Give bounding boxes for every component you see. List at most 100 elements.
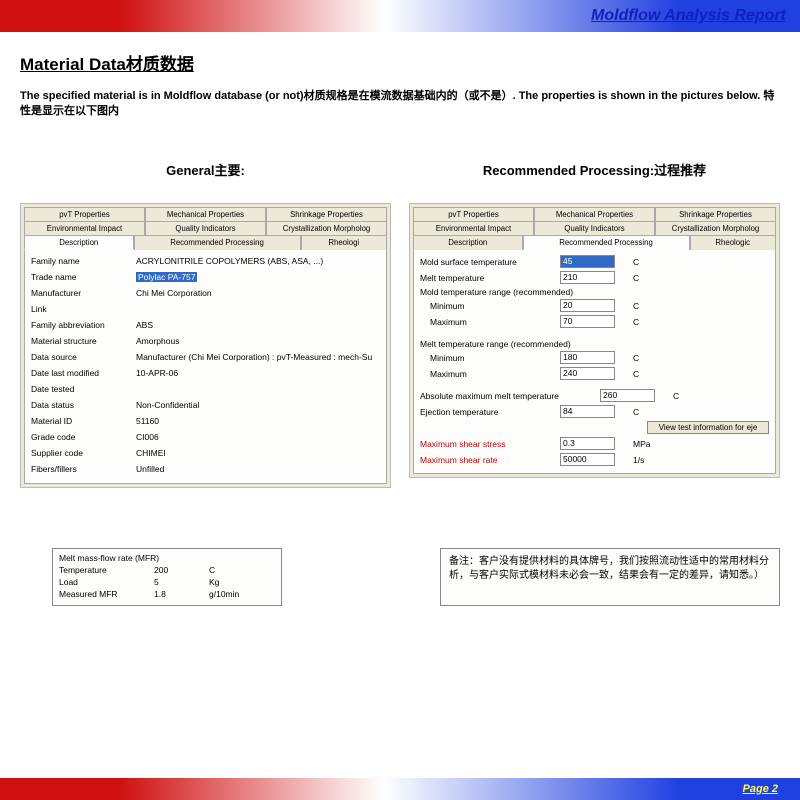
property-label: Supplier code bbox=[31, 448, 136, 458]
proc-tabs-1: pvT Properties Mechanical Properties Shr… bbox=[413, 207, 776, 221]
view-test-info-button[interactable]: View test information for eje bbox=[647, 421, 769, 434]
page-number: Page 2 bbox=[743, 783, 778, 795]
proc-row: Maximum shear rate500001/s bbox=[420, 453, 769, 467]
property-row: Date last modified10-APR-06 bbox=[31, 367, 380, 380]
proc-tabs-2: Environmental Impact Quality Indicators … bbox=[413, 221, 776, 235]
tabs-row-2: Environmental Impact Quality Indicators … bbox=[24, 221, 387, 235]
proc-tabs-3: Description Recommended Processing Rheol… bbox=[413, 235, 776, 250]
proc-input[interactable]: 84 bbox=[560, 405, 615, 418]
ptab-env[interactable]: Environmental Impact bbox=[413, 221, 534, 235]
proc-column: Recommended Processing:过程推荐 pvT Properti… bbox=[409, 160, 780, 488]
ptab-mech[interactable]: Mechanical Properties bbox=[534, 207, 655, 221]
proc-input[interactable]: 0.3 bbox=[560, 437, 615, 450]
mfr-label: Measured MFR bbox=[59, 589, 154, 599]
bottom-row: Melt mass-flow rate (MFR) Temperature200… bbox=[20, 548, 780, 606]
proc-input[interactable]: 210 bbox=[560, 271, 615, 284]
ptab-desc[interactable]: Description bbox=[413, 235, 523, 250]
proc-row: Absolute maximum melt temperature260 C bbox=[420, 389, 769, 403]
ptab-rheo[interactable]: Rheologic bbox=[690, 235, 777, 250]
proc-input[interactable]: 45 bbox=[560, 255, 615, 268]
ptab-cryst[interactable]: Crystallization Morpholog bbox=[655, 221, 776, 235]
proc-row: Melt temperature210C bbox=[420, 271, 769, 285]
proc-button-row: View test information for eje bbox=[420, 421, 769, 435]
proc-unit: C bbox=[633, 407, 639, 417]
property-label: Date tested bbox=[31, 384, 136, 394]
proc-unit: C bbox=[633, 353, 639, 363]
proc-label: Mold surface temperature bbox=[420, 257, 560, 267]
general-dialog: pvT Properties Mechanical Properties Shr… bbox=[20, 203, 391, 488]
note-box: 备注：客户没有提供材料的具体牌号，我们按照流动性适中的常用材料分析，与客户实际式… bbox=[440, 548, 780, 606]
tabs-row-1: pvT Properties Mechanical Properties Shr… bbox=[24, 207, 387, 221]
tab-cryst[interactable]: Crystallization Morpholog bbox=[266, 221, 387, 235]
tab-description[interactable]: Description bbox=[24, 235, 134, 250]
proc-unit: C bbox=[633, 301, 639, 311]
property-row: Family nameACRYLONITRILE COPOLYMERS (ABS… bbox=[31, 255, 380, 268]
ptab-quality[interactable]: Quality Indicators bbox=[534, 221, 655, 235]
property-label: Trade name bbox=[31, 272, 136, 282]
tab-pvt[interactable]: pvT Properties bbox=[24, 207, 145, 221]
property-value: Manufacturer (Chi Mei Corporation) : pvT… bbox=[136, 352, 380, 362]
proc-label: Absolute maximum melt temperature bbox=[420, 391, 600, 401]
property-label: Manufacturer bbox=[31, 288, 136, 298]
property-label: Material ID bbox=[31, 416, 136, 426]
mfr-label: Load bbox=[59, 577, 154, 587]
panels-row: General主要: pvT Properties Mechanical Pro… bbox=[20, 160, 780, 488]
proc-label: Maximum shear stress bbox=[420, 439, 560, 449]
tab-recproc[interactable]: Recommended Processing bbox=[134, 235, 301, 250]
property-value: 10-APR-06 bbox=[136, 368, 380, 378]
property-label: Link bbox=[31, 304, 136, 314]
tabs-row-3: Description Recommended Processing Rheol… bbox=[24, 235, 387, 250]
mfr-row: Measured MFR1.8g/10min bbox=[59, 589, 275, 599]
tab-quality[interactable]: Quality Indicators bbox=[145, 221, 266, 235]
proc-label: Minimum bbox=[420, 353, 560, 363]
property-row: Link bbox=[31, 303, 380, 316]
mfr-value: 5 bbox=[154, 577, 209, 587]
property-label: Fibers/fillers bbox=[31, 464, 136, 474]
mfr-value: 1.8 bbox=[154, 589, 209, 599]
proc-label: Melt temperature bbox=[420, 273, 560, 283]
proc-input[interactable]: 260 bbox=[600, 389, 655, 402]
property-value: ACRYLONITRILE COPOLYMERS (ABS, ASA, ...) bbox=[136, 256, 380, 266]
proc-label: Maximum bbox=[420, 317, 560, 327]
ptab-pvt[interactable]: pvT Properties bbox=[413, 207, 534, 221]
general-title: General主要: bbox=[20, 160, 391, 179]
proc-input[interactable]: 180 bbox=[560, 351, 615, 364]
proc-row: Ejection temperature84C bbox=[420, 405, 769, 419]
ptab-recproc[interactable]: Recommended Processing bbox=[523, 235, 690, 250]
proc-label: Minimum bbox=[420, 301, 560, 311]
property-value: Unfilled bbox=[136, 464, 380, 474]
proc-input[interactable]: 70 bbox=[560, 315, 615, 328]
mfr-unit: C bbox=[209, 565, 215, 575]
property-value: CI006 bbox=[136, 432, 380, 442]
tab-rheo[interactable]: Rheologi bbox=[301, 235, 388, 250]
proc-row: Maximum shear stress0.3MPa bbox=[420, 437, 769, 451]
tab-env[interactable]: Environmental Impact bbox=[24, 221, 145, 235]
proc-input[interactable]: 50000 bbox=[560, 453, 615, 466]
property-value: Chi Mei Corporation bbox=[136, 288, 380, 298]
proc-title: Recommended Processing:过程推荐 bbox=[409, 160, 780, 179]
ptab-shrink[interactable]: Shrinkage Properties bbox=[655, 207, 776, 221]
mfr-label: Temperature bbox=[59, 565, 154, 575]
property-label: Data status bbox=[31, 400, 136, 410]
proc-unit: 1/s bbox=[633, 455, 644, 465]
property-row: Fibers/fillersUnfilled bbox=[31, 463, 380, 476]
proc-unit: C bbox=[673, 391, 679, 401]
proc-unit: C bbox=[633, 257, 639, 267]
property-value: Amorphous bbox=[136, 336, 380, 346]
mfr-box: Melt mass-flow rate (MFR) Temperature200… bbox=[52, 548, 282, 606]
property-label: Grade code bbox=[31, 432, 136, 442]
proc-row: Mold surface temperature45 C bbox=[420, 255, 769, 269]
content-area: Material Data材质数据 The specified material… bbox=[0, 32, 800, 606]
property-label: Family abbreviation bbox=[31, 320, 136, 330]
property-row: Grade codeCI006 bbox=[31, 431, 380, 444]
property-label: Family name bbox=[31, 256, 136, 266]
mfr-row: Load5Kg bbox=[59, 577, 275, 587]
property-label: Material structure bbox=[31, 336, 136, 346]
proc-row: Minimum180 C bbox=[420, 351, 769, 365]
tab-mech[interactable]: Mechanical Properties bbox=[145, 207, 266, 221]
mfr-title: Melt mass-flow rate (MFR) bbox=[59, 553, 159, 563]
tab-shrink[interactable]: Shrinkage Properties bbox=[266, 207, 387, 221]
header-bar: Moldflow Analysis Report bbox=[0, 0, 800, 32]
proc-input[interactable]: 20 bbox=[560, 299, 615, 312]
proc-input[interactable]: 240 bbox=[560, 367, 615, 380]
